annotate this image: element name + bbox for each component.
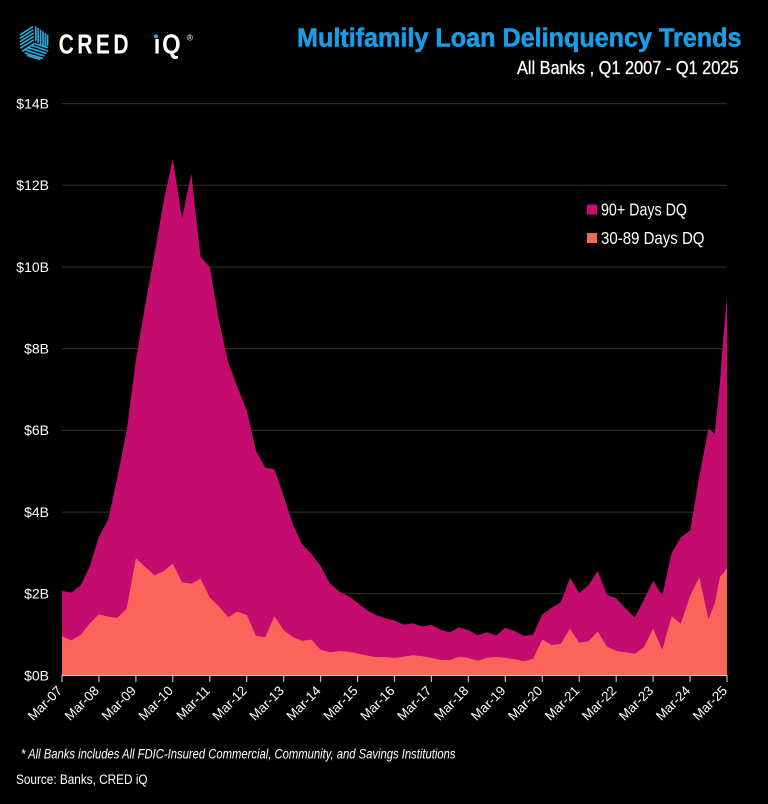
svg-text:$8B: $8B	[24, 341, 49, 357]
svg-text:$4B: $4B	[24, 504, 49, 520]
svg-text:* All Banks includes All FDIC-: * All Banks includes All FDIC-Insured Co…	[21, 746, 456, 762]
svg-text:30-89 Days DQ: 30-89 Days DQ	[601, 228, 705, 248]
svg-text:$14B: $14B	[16, 95, 49, 111]
svg-text:ıQ: ıQ	[154, 29, 183, 60]
svg-text:$0B: $0B	[24, 667, 49, 683]
svg-text:®: ®	[187, 32, 194, 42]
svg-text:All Banks , Q1 2007 - Q1 2025: All Banks , Q1 2007 - Q1 2025	[517, 57, 739, 78]
svg-text:$6B: $6B	[24, 422, 49, 438]
svg-text:$10B: $10B	[16, 259, 49, 275]
svg-text:$2B: $2B	[24, 586, 49, 602]
svg-text:90+ Days DQ: 90+ Days DQ	[601, 199, 687, 219]
svg-text:Multifamily Loan Delinquency T: Multifamily Loan Delinquency Trends	[297, 25, 742, 53]
svg-text:$12B: $12B	[16, 177, 49, 193]
svg-text:Source: Banks, CRED iQ: Source: Banks, CRED iQ	[16, 772, 148, 788]
svg-text:CRED: CRED	[59, 29, 133, 60]
